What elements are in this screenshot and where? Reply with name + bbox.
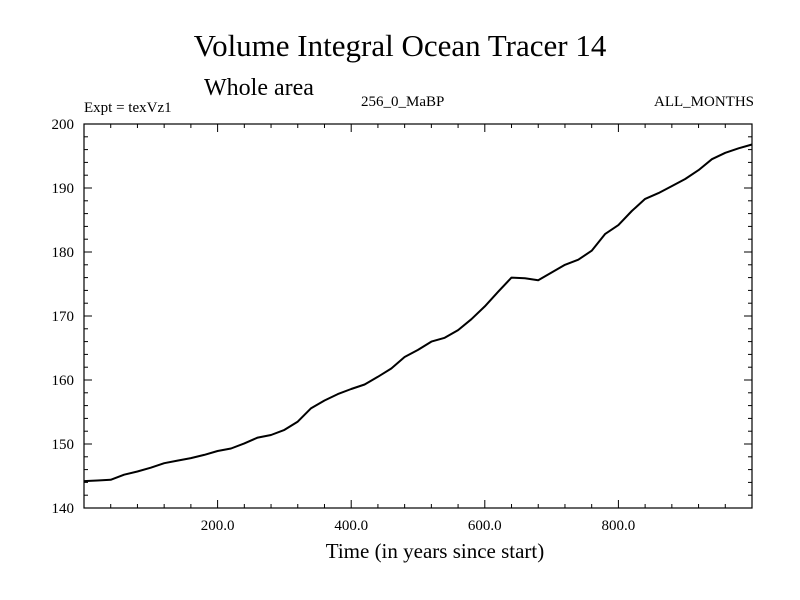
x-tick-label: 400.0	[334, 518, 368, 534]
x-tick-label: 800.0	[602, 518, 636, 534]
x-tick-label: 200.0	[201, 518, 235, 534]
axis-ticks: 140 150 160 170 180 190 200 200.0 400.0 600.0 800.…	[52, 117, 752, 534]
x-axis-label: Time (in years since start)	[325, 539, 545, 563]
plot-frame	[83, 123, 753, 509]
series-group	[83, 143, 753, 483]
months-annotation: ALL_MONTHS	[654, 94, 754, 110]
y-tick-label: 170	[52, 309, 75, 325]
chart-subtitle: Whole area	[204, 75, 314, 101]
y-tick-label: 150	[52, 437, 75, 453]
y-tick-label: 160	[52, 373, 75, 389]
y-tick-label: 200	[52, 117, 75, 133]
chart-title: Volume Integral Ocean Tracer 14	[193, 28, 607, 63]
experiment-annotation: Expt = texVz1	[84, 100, 172, 116]
series-line	[83, 143, 753, 483]
run-annotation: 256_0_MaBP	[361, 94, 445, 110]
y-tick-label: 190	[52, 181, 75, 197]
y-tick-label: 180	[52, 245, 75, 261]
x-tick-label: 600.0	[468, 518, 502, 534]
y-tick-label: 140	[52, 501, 75, 517]
